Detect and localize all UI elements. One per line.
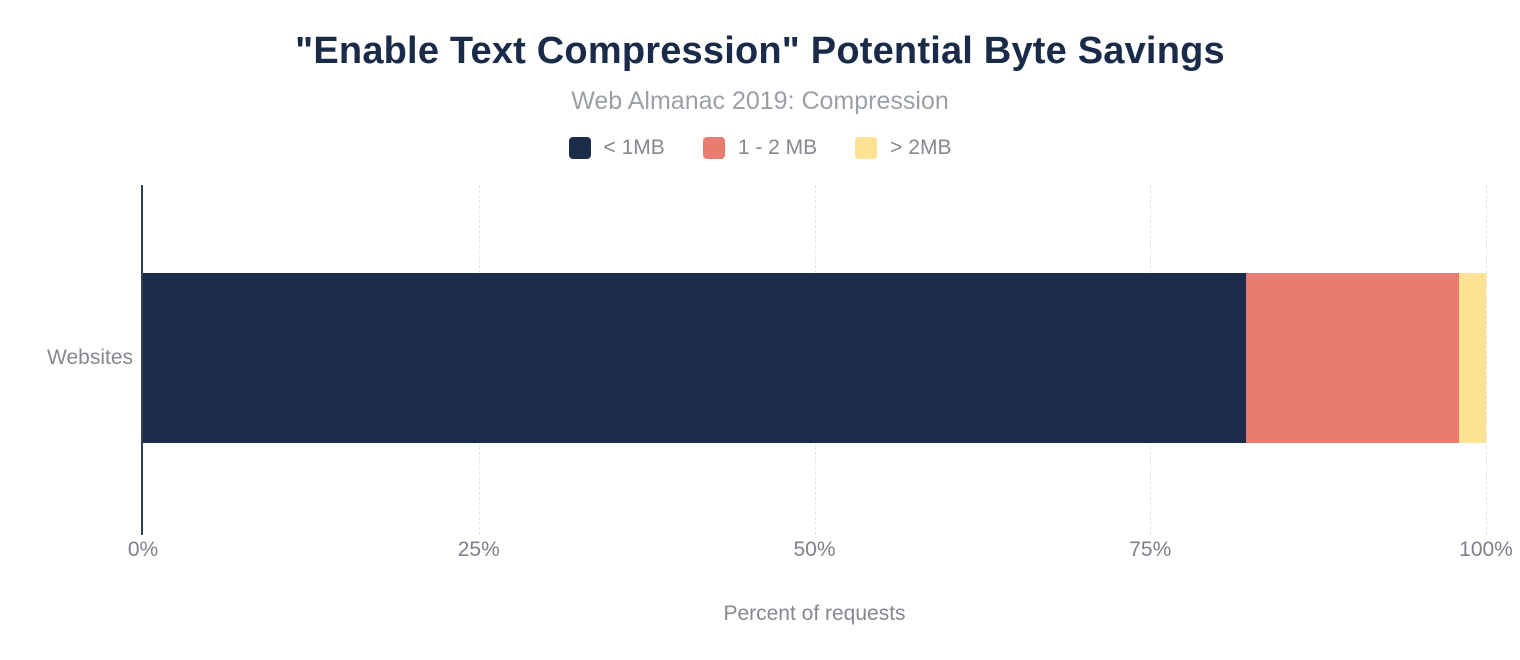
chart-title: "Enable Text Compression" Potential Byte… — [295, 30, 1225, 72]
legend-label: 1 - 2 MB — [737, 136, 818, 159]
legend-label: > 2MB — [890, 136, 952, 159]
legend: < 1MB 1 - 2 MB > 2MB — [0, 136, 1520, 160]
gridline — [1486, 185, 1487, 535]
x-tick-label: 0% — [127, 538, 159, 561]
x-tick-label: 100% — [1459, 538, 1513, 561]
bar-segment[interactable] — [1245, 273, 1460, 443]
x-axis-title: Percent of requests — [723, 602, 906, 625]
y-axis-line — [141, 185, 143, 535]
bar-segment[interactable] — [143, 273, 1246, 443]
chart-subtitle: Web Almanac 2019: Compression — [571, 87, 949, 115]
bar-row-websites — [143, 273, 1486, 443]
x-tick-label: 25% — [457, 538, 500, 561]
x-tick-label: 75% — [1129, 538, 1172, 561]
x-tick-label: 50% — [793, 538, 836, 561]
plot-area — [141, 185, 1487, 535]
legend-swatch — [702, 137, 725, 159]
legend-item: < 1MB — [568, 136, 665, 160]
legend-swatch — [568, 137, 591, 159]
y-axis-category-label: Websites — [47, 346, 133, 369]
legend-item: > 2MB — [855, 136, 951, 160]
bar-segment[interactable] — [1459, 273, 1486, 443]
legend-label: < 1MB — [603, 136, 665, 159]
legend-swatch — [855, 137, 878, 159]
legend-item: 1 - 2 MB — [702, 136, 818, 160]
x-axis-ticks: 0% 25% 50% 75% 100% — [128, 538, 1513, 566]
